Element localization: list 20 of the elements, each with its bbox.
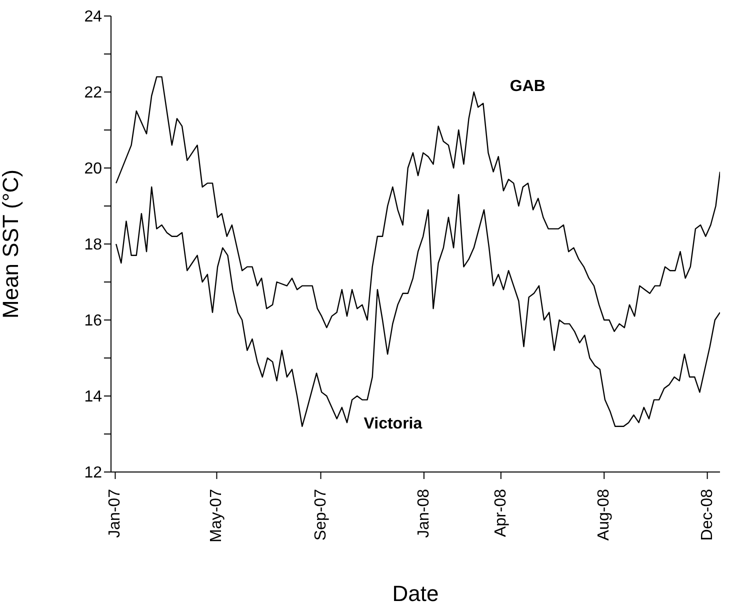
x-tick-label: Jan-08 [415,488,432,538]
y-axis-title: Mean SST (°C) [0,170,23,318]
line-series [115,186,720,427]
y-tick-label: 20 [84,160,102,178]
series-label: Victoria [364,416,422,433]
x-axis-title: Date [392,581,439,605]
y-tick-label: 24 [84,8,102,26]
x-tick-label: May-07 [208,488,226,542]
x-tick-label: Aug-08 [596,488,613,541]
x-tick-label: Apr-08 [492,488,510,538]
y-tick-label: 22 [84,84,102,102]
y-tick-label: 18 [84,236,102,254]
series-label: GAB [510,78,546,96]
y-tick-label: 16 [84,312,102,330]
x-tick-label: Dec-08 [698,488,716,541]
y-tick-label: 14 [84,388,102,406]
line-series [115,76,720,332]
y-tick-label: 12 [84,464,102,482]
x-tick-label: Jan-07 [106,488,124,538]
x-tick-label: Sep-07 [312,488,330,541]
